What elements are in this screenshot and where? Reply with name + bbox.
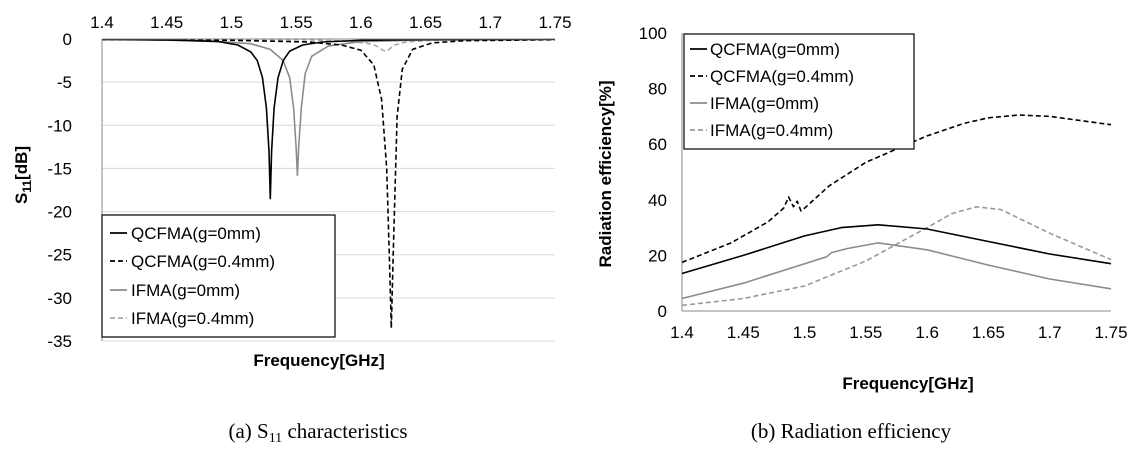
a-y-tick: -5 (57, 73, 72, 92)
a-legend: QCFMA(g=0mm) QCFMA(g=0.4mm) IFMA(g=0mm) … (101, 214, 336, 338)
b-series-line (681, 206, 1112, 307)
b-y-axis-title: Radiation efficiency[%] (596, 80, 615, 267)
b-series-line (681, 242, 1112, 300)
a-y-axis-title: S11[dB] (12, 146, 34, 204)
a-x-tick: 1.7 (478, 13, 502, 32)
b-series-lines (681, 114, 1112, 307)
b-x-tick: 1.7 (1038, 323, 1062, 342)
a-series-line (101, 38, 556, 200)
a-x-tick: 1.6 (349, 13, 373, 32)
a-x-axis-title: Frequency[GHz] (253, 351, 384, 370)
b-x-tick: 1.75 (1094, 323, 1127, 342)
a-x-tick: 1.4 (90, 13, 114, 32)
b-legend-label: IFMA(g=0mm) (710, 94, 819, 113)
b-y-tick: 20 (648, 246, 667, 265)
a-x-tick: 1.5 (220, 13, 244, 32)
b-series-line (681, 224, 1112, 275)
a-legend-label: IFMA(g=0.4mm) (131, 309, 254, 328)
b-x-tick: 1.6 (915, 323, 939, 342)
a-series-line (101, 38, 556, 52)
b-x-axis-title: Frequency[GHz] (842, 374, 973, 393)
b-y-tick: 60 (648, 135, 667, 154)
a-y-tick: 0 (63, 30, 72, 49)
b-x-tick-labels: 1.4 1.45 1.5 1.55 1.6 1.65 1.7 1.75 (670, 323, 1127, 342)
a-y-tick: -10 (47, 116, 72, 135)
a-series-line (101, 38, 556, 177)
a-y-tick-labels: 0 -5 -10 -15 -20 -25 -30 -35 (47, 30, 72, 351)
b-caption: (b) Radiation efficiency (751, 419, 952, 443)
a-y-tick: -35 (47, 332, 72, 351)
a-x-tick: 1.45 (150, 13, 183, 32)
b-x-tick: 1.5 (793, 323, 817, 342)
b-axes (681, 33, 1111, 312)
b-y-tick: 40 (648, 191, 667, 210)
b-x-tick: 1.65 (972, 323, 1005, 342)
a-y-tick: -15 (47, 159, 72, 178)
a-legend-label: IFMA(g=0mm) (131, 281, 240, 300)
a-legend-label: QCFMA(g=0.4mm) (131, 252, 275, 271)
chart-b: 1.4 1.45 1.5 1.55 1.6 1.65 1.7 1.75 0 20… (596, 24, 1128, 443)
b-legend-label: QCFMA(g=0.4mm) (710, 67, 854, 86)
a-legend-box (101, 214, 336, 338)
a-series-lines (101, 38, 556, 329)
a-y-tick: -20 (47, 203, 72, 222)
b-x-tick: 1.45 (727, 323, 760, 342)
a-y-tick: -25 (47, 246, 72, 265)
b-legend: QCFMA(g=0mm) QCFMA(g=0.4mm) IFMA(g=0mm) … (683, 33, 915, 150)
chart-a: 1.4 1.45 1.5 1.55 1.6 1.65 1.7 1.75 0 -5… (12, 13, 572, 446)
a-x-tick: 1.55 (280, 13, 313, 32)
b-y-tick: 80 (648, 80, 667, 99)
a-series-line (101, 38, 556, 329)
b-series-line (681, 114, 1112, 264)
b-legend-box (683, 33, 915, 150)
b-legend-label: QCFMA(g=0mm) (710, 40, 840, 59)
b-y-tick-labels: 0 20 40 60 80 100 (639, 24, 667, 321)
a-x-tick: 1.65 (409, 13, 442, 32)
b-x-tick: 1.55 (849, 323, 882, 342)
a-legend-label: QCFMA(g=0mm) (131, 224, 261, 243)
b-x-tick: 1.4 (670, 323, 694, 342)
a-y-tick: -30 (47, 289, 72, 308)
b-y-tick: 100 (639, 24, 667, 43)
a-caption: (a) S11 characteristics (228, 419, 407, 446)
a-x-tick: 1.75 (538, 13, 571, 32)
b-y-tick: 0 (658, 302, 667, 321)
b-legend-label: IFMA(g=0.4mm) (710, 121, 833, 140)
a-x-tick-labels: 1.4 1.45 1.5 1.55 1.6 1.65 1.7 1.75 (90, 13, 571, 32)
